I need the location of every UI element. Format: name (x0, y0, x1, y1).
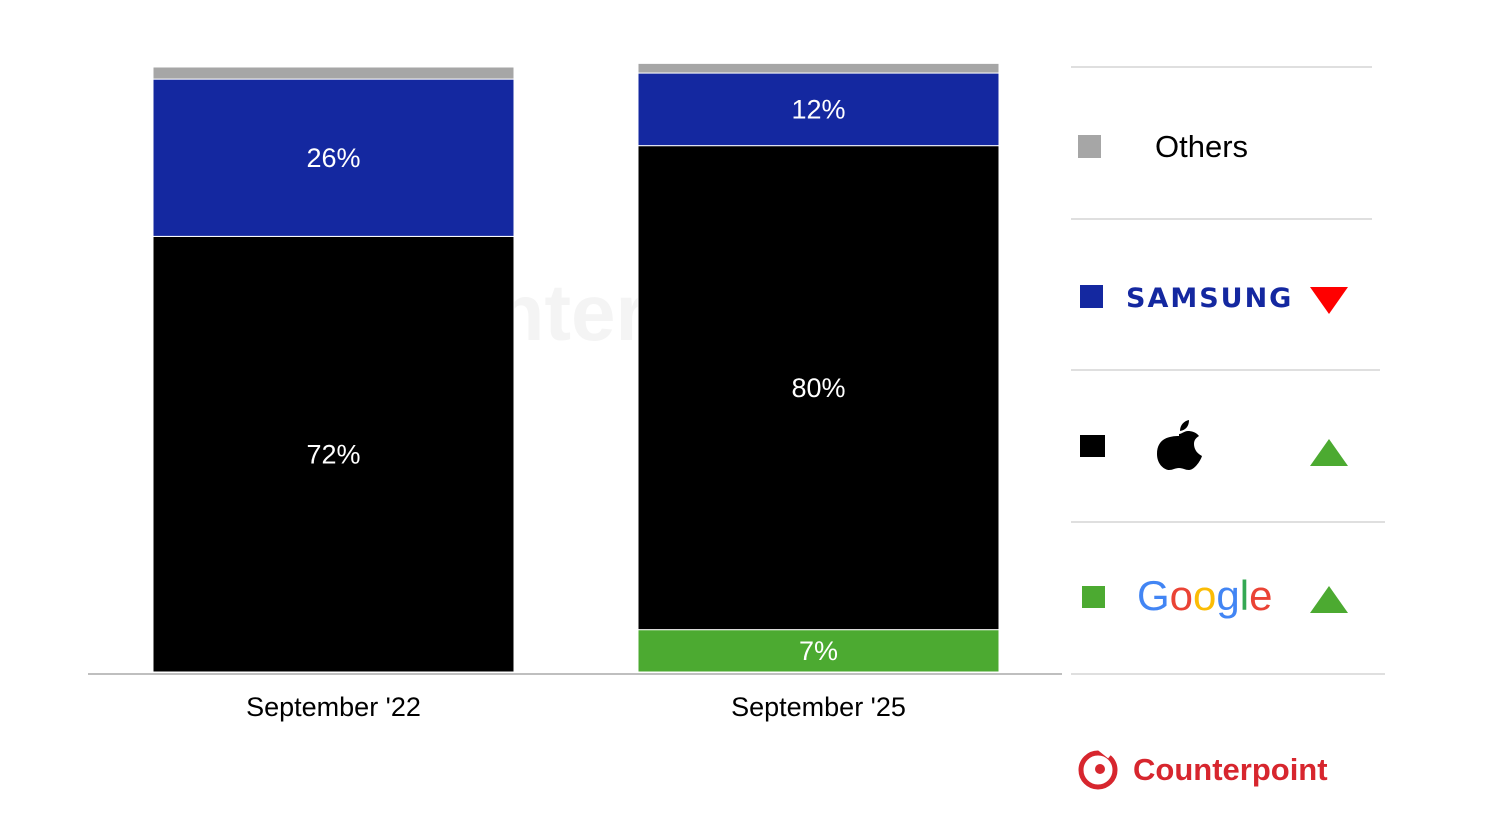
counterpoint-logo: Counterpoint (1078, 745, 1328, 790)
bar-segment-apple (637, 145, 1000, 631)
legend-swatch-google (1082, 586, 1105, 608)
trend-up-icon (1310, 586, 1348, 613)
legend: Others SAMSUNG Google (1071, 66, 1385, 675)
google-logo-icon: Google (1137, 572, 1272, 619)
brand-name: Counterpoint (1133, 752, 1328, 787)
data-label-samsung: 26% (306, 143, 360, 173)
data-label-apple: 72% (306, 439, 360, 469)
bar-segment-google (637, 629, 1000, 673)
counterpoint-logo-icon (1078, 745, 1118, 790)
data-label-samsung: 12% (791, 94, 845, 124)
data-label-google: 7% (799, 636, 838, 666)
bar-segment-apple (152, 235, 515, 673)
legend-swatch-samsung (1080, 285, 1103, 308)
category-label: September '22 (246, 692, 421, 722)
bars-group: 72% 26% 7% 80% 12% (152, 62, 1000, 673)
trend-down-icon (1310, 287, 1348, 314)
samsung-logo-icon: SAMSUNG (1126, 283, 1293, 314)
bar-segment-others (152, 66, 515, 80)
legend-swatch-apple (1080, 435, 1105, 457)
category-labels: September '22 September '25 (246, 692, 906, 722)
bar-segment-samsung (637, 72, 1000, 147)
trend-up-icon (1310, 439, 1348, 466)
legend-swatch-others (1078, 135, 1101, 158)
legend-label-others: Others (1155, 129, 1248, 164)
category-label: September '25 (731, 692, 906, 722)
apple-logo-icon (1157, 420, 1202, 470)
bar-segment-others (637, 62, 1000, 74)
data-label-apple: 80% (791, 373, 845, 403)
